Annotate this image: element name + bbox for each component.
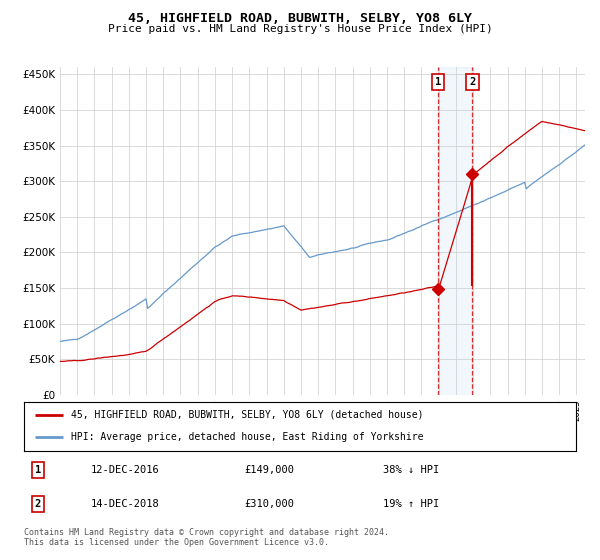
Text: 38% ↓ HPI: 38% ↓ HPI [383, 465, 439, 475]
Text: 12-DEC-2016: 12-DEC-2016 [90, 465, 159, 475]
Text: 14-DEC-2018: 14-DEC-2018 [90, 499, 159, 508]
Text: 1: 1 [35, 465, 41, 475]
Text: HPI: Average price, detached house, East Riding of Yorkshire: HPI: Average price, detached house, East… [71, 432, 424, 442]
Text: 19% ↑ HPI: 19% ↑ HPI [383, 499, 439, 508]
Text: Contains HM Land Registry data © Crown copyright and database right 2024.
This d: Contains HM Land Registry data © Crown c… [24, 528, 389, 548]
Bar [438, 67, 472, 395]
Text: Price paid vs. HM Land Registry's House Price Index (HPI): Price paid vs. HM Land Registry's House … [107, 24, 493, 34]
Text: 45, HIGHFIELD ROAD, BUBWITH, SELBY, YO8 6LY: 45, HIGHFIELD ROAD, BUBWITH, SELBY, YO8 … [128, 12, 472, 25]
Text: 2: 2 [469, 77, 476, 87]
Text: 45, HIGHFIELD ROAD, BUBWITH, SELBY, YO8 6LY (detached house): 45, HIGHFIELD ROAD, BUBWITH, SELBY, YO8 … [71, 410, 424, 420]
Text: 1: 1 [435, 77, 441, 87]
Text: 2: 2 [35, 499, 41, 508]
Text: £149,000: £149,000 [245, 465, 295, 475]
Text: £310,000: £310,000 [245, 499, 295, 508]
